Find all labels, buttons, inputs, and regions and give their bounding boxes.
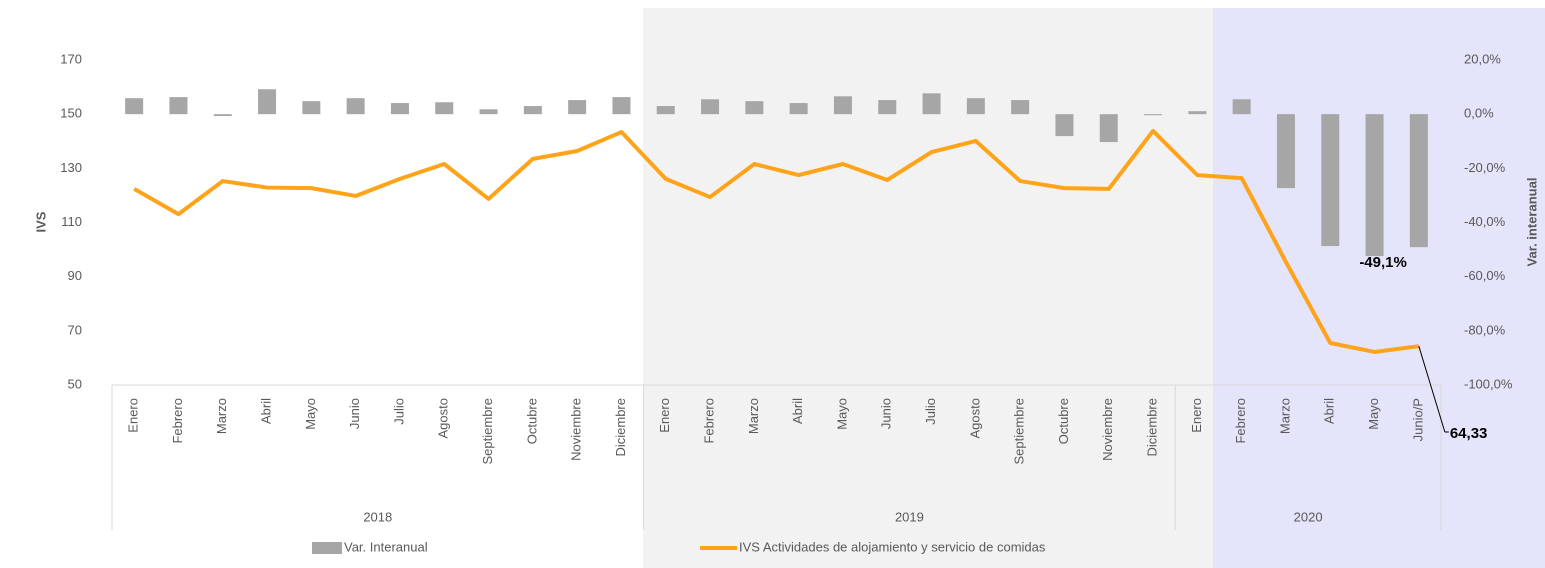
group-label: 2019 [895,509,924,524]
bar [435,102,454,115]
bar [479,109,498,115]
x-tick-label: Julio [391,398,406,425]
x-tick-label: Enero [126,398,141,433]
y-tick-label: 70 [68,322,82,337]
bar [833,96,852,115]
line [133,128,1420,354]
data-label: 64,33 [1450,425,1488,442]
bar [1321,114,1340,247]
x-tick-label: Mayo [1366,398,1381,430]
x-tick-label: Julio [923,398,938,425]
band-2019 [643,8,1213,568]
x-tick-label: Abril [258,398,273,424]
x-tick-label: Octubre [1056,398,1071,444]
y-tick-label: 90 [68,268,82,283]
x-tick-label: Febrero [701,398,716,444]
bar [390,103,409,115]
x-tick-label: Agosto [436,398,451,438]
bar [1365,114,1384,257]
y2-axis-title: Var. interanual [1524,178,1539,267]
y2-tick-label: -20,0% [1464,160,1506,175]
x-tick-label: Diciembre [1144,398,1159,457]
x-tick-label: Mayo [834,398,849,430]
bar [789,103,808,115]
y2-tick-label: -60,0% [1464,268,1506,283]
x-tick-label: Agosto [967,398,982,438]
y2-tick-label: -100,0% [1464,376,1513,391]
legend-label: Var. Interanual [344,539,428,554]
x-tick-label: Septiembre [480,398,495,464]
y-tick-label: 110 [61,214,82,229]
y2-tick-label: -40,0% [1464,214,1506,229]
x-tick-label: Septiembre [1012,398,1027,464]
x-tick-label: Marzo [746,398,761,434]
y2-tick-label: 20,0% [1464,51,1501,66]
x-tick-label: Junio/P [1410,398,1425,441]
x-tick-label: Junio [347,398,362,429]
x-tick-label: Febrero [1233,398,1248,444]
bar [169,97,188,115]
band-2020 [1213,8,1545,568]
legend-swatch [312,542,342,554]
x-tick-label: Febrero [170,398,185,444]
x-tick-label: Junio [879,398,894,429]
x-tick-label: Marzo [214,398,229,434]
x-tick-label: Marzo [1277,398,1292,434]
bar [346,98,365,115]
bar [966,98,985,115]
bar [1144,114,1163,116]
bar [1099,114,1118,143]
group-label: 2020 [1294,509,1323,524]
bar [1232,99,1251,115]
y-axis-title: IVS [33,211,48,232]
bar [125,98,144,115]
bar [612,97,631,115]
x-tick-label: Noviembre [1100,398,1115,461]
x-tick-label: Octubre [524,398,539,444]
x-tick-label: Abril [1322,398,1337,424]
y-tick-label: 130 [60,160,82,175]
bar [656,106,675,115]
bar [701,99,720,115]
bar [1188,111,1207,115]
leader-line [1418,346,1446,433]
bar [1276,114,1295,189]
bar [878,100,897,115]
bar [1055,114,1074,137]
legend-label: IVS Actividades de alojamiento y servici… [739,539,1046,554]
y-tick-label: 170 [60,51,82,66]
bar [1409,114,1428,248]
bar [302,101,321,115]
group-label: 2018 [363,509,392,524]
x-tick-label: Noviembre [569,398,584,461]
y-tick-label: 150 [60,106,82,121]
bar [745,101,764,115]
bar [922,93,941,115]
bar [258,89,277,115]
bar [568,100,587,115]
bar [1011,100,1030,115]
data-label: -49,1% [1359,254,1407,271]
x-tick-label: Mayo [303,398,318,430]
y-tick-label: 50 [68,376,82,391]
x-tick-label: Enero [657,398,672,433]
y2-tick-label: -80,0% [1464,322,1506,337]
x-tick-label: Enero [1189,398,1204,433]
y2-tick-label: 0,0% [1464,106,1494,121]
x-tick-label: Abril [790,398,805,424]
bar [523,106,542,115]
bar [213,114,232,117]
x-tick-label: Diciembre [613,398,628,457]
